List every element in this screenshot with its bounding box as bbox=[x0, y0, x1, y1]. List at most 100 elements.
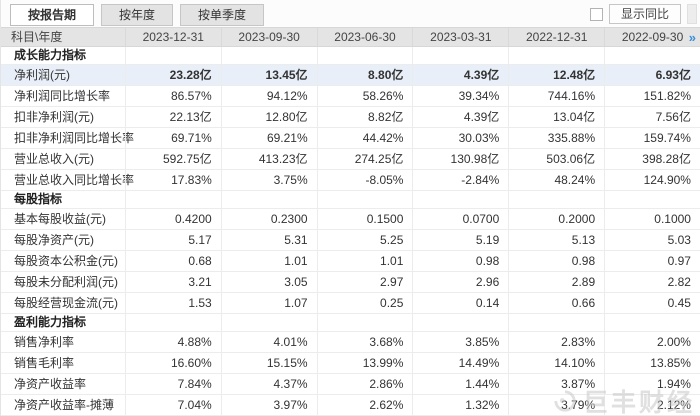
value-cell: 86.57% bbox=[124, 86, 221, 106]
chevron-down-icon[interactable] bbox=[687, 4, 697, 24]
section-empty-cell bbox=[604, 314, 700, 331]
tab-by-year[interactable]: 按年度 bbox=[101, 4, 174, 26]
table-row[interactable]: 净资产收益率 7.84% 4.37% 2.86% 1.44% 3.87% 1.94% bbox=[1, 374, 700, 395]
value-cell: 4.39亿 bbox=[412, 107, 508, 127]
value-cell: 22.13亿 bbox=[124, 107, 221, 127]
section-empty-cell bbox=[412, 47, 508, 64]
value-cell: 7.84% bbox=[124, 374, 221, 394]
section-empty-cell bbox=[220, 47, 317, 64]
row-label: 每股资本公积金(元) bbox=[14, 254, 118, 268]
table-row[interactable]: 营业总收入同比增长率 17.83% 3.75% -8.05% -2.84% 48.24% 1… bbox=[1, 170, 700, 191]
column-header-date: 2022-09-30 bbox=[604, 28, 700, 46]
value-cell: 6.93亿 bbox=[604, 65, 700, 85]
column-header-date: 2023-06-30 bbox=[316, 28, 413, 46]
table-row[interactable]: 每股资本公积金(元) 0.68 1.01 1.01 0.98 0.98 0.97 bbox=[1, 251, 700, 272]
value-cell: 0.98 bbox=[508, 251, 604, 271]
value-cell: -2.84% bbox=[412, 170, 508, 190]
value-cell: 5.31 bbox=[220, 230, 317, 250]
value-cell: 12.80亿 bbox=[220, 107, 317, 127]
value-cell: 4.01% bbox=[220, 332, 317, 352]
value-cell: 0.98 bbox=[412, 251, 508, 271]
table-row[interactable]: 每股未分配利润(元) 3.21 3.05 2.97 2.96 2.89 2.82 bbox=[1, 272, 700, 293]
value-cell: 159.74% bbox=[604, 128, 700, 148]
value-cell: 69.71% bbox=[125, 128, 221, 148]
value-cell: 14.49% bbox=[412, 353, 508, 373]
value-cell: 94.12% bbox=[220, 86, 317, 106]
value-cell: 13.04亿 bbox=[508, 107, 604, 127]
show-yoy-checkbox[interactable] bbox=[589, 7, 603, 21]
column-header-date: 2022-12-31 bbox=[508, 28, 604, 46]
section-header-row: 每股指标 bbox=[1, 191, 700, 209]
table-row[interactable]: 销售毛利率 16.60% 15.15% 13.99% 14.49% 14.10% 13.85… bbox=[1, 353, 700, 374]
value-cell: 0.2300 bbox=[220, 209, 317, 229]
table-row[interactable]: 扣非净利润(元) 22.13亿 12.80亿 8.82亿 4.39亿 13.04亿 7.56… bbox=[1, 107, 700, 128]
tab-by-single-quarter[interactable]: 按单季度 bbox=[180, 4, 265, 26]
section-empty-cell bbox=[316, 47, 413, 64]
tab-by-report-period[interactable]: 按报告期 bbox=[10, 4, 95, 26]
value-cell: 2.00% bbox=[604, 332, 700, 352]
value-cell: 3.87% bbox=[508, 374, 604, 394]
value-cell: 0.66 bbox=[508, 293, 604, 313]
corner-header-cell: 科目\年度 bbox=[11, 30, 63, 44]
section-empty-cell bbox=[412, 314, 508, 331]
table-row[interactable]: 每股净资产(元) 5.17 5.31 5.25 5.19 5.13 5.03 bbox=[1, 230, 700, 251]
table-row[interactable]: 营业总收入(元) 592.75亿 413.23亿 274.25亿 130.98亿 503.… bbox=[1, 149, 700, 170]
value-cell: 48.24% bbox=[508, 170, 604, 190]
column-header-date: 2023-12-31 bbox=[124, 28, 221, 46]
value-cell: 4.37% bbox=[220, 374, 317, 394]
more-columns-icon[interactable]: » bbox=[688, 30, 696, 45]
value-cell: 3.97% bbox=[220, 395, 317, 415]
value-cell: 13.45亿 bbox=[220, 65, 317, 85]
table-row[interactable]: 净利润(元) 23.28亿 13.45亿 8.80亿 4.39亿 12.48亿 6.93亿 bbox=[1, 65, 700, 86]
column-header-date: 2023-03-31 bbox=[412, 28, 508, 46]
row-label: 基本每股收益(元) bbox=[14, 212, 106, 226]
value-cell: 30.03% bbox=[412, 128, 508, 148]
value-cell: 3.21 bbox=[124, 272, 221, 292]
table-row[interactable]: 净利润同比增长率 86.57% 94.12% 58.26% 39.34% 744.16% 1… bbox=[1, 86, 700, 107]
section-header-row: 成长能力指标 bbox=[1, 47, 700, 65]
value-cell: 0.45 bbox=[604, 293, 700, 313]
value-cell: 1.94% bbox=[604, 374, 700, 394]
value-cell: 0.68 bbox=[124, 251, 221, 271]
row-label: 销售毛利率 bbox=[14, 356, 75, 370]
value-cell: 0.25 bbox=[316, 293, 413, 313]
table-row[interactable]: 净资产收益率-摊薄 7.04% 3.97% 2.62% 1.32% 3.79% 2.12% bbox=[1, 395, 700, 416]
value-cell: 592.75亿 bbox=[124, 149, 221, 169]
value-cell: 4.39亿 bbox=[412, 65, 508, 85]
section-empty-cell bbox=[316, 314, 413, 331]
value-cell: 130.98亿 bbox=[412, 149, 508, 169]
value-cell: 151.82% bbox=[604, 86, 700, 106]
section-title: 盈利能力指标 bbox=[14, 315, 87, 329]
row-label: 每股经营现金流(元) bbox=[14, 296, 118, 310]
table-row[interactable]: 扣非净利润同比增长率 69.71% 69.21% 44.42% 30.03% 335.88… bbox=[1, 128, 700, 149]
row-label: 净利润(元) bbox=[14, 68, 70, 82]
section-empty-cell bbox=[508, 314, 604, 331]
table-row[interactable]: 基本每股收益(元) 0.4200 0.2300 0.1500 0.0700 0.2000 0… bbox=[1, 209, 700, 230]
value-cell: 1.53 bbox=[124, 293, 221, 313]
value-cell: 3.68% bbox=[316, 332, 413, 352]
value-cell: 5.17 bbox=[124, 230, 221, 250]
value-cell: 7.56亿 bbox=[604, 107, 700, 127]
section-empty-cell bbox=[124, 47, 221, 64]
row-label: 销售净利率 bbox=[14, 335, 75, 349]
period-tabs: 按报告期 按年度 按单季度 bbox=[1, 0, 700, 26]
value-cell: 3.75% bbox=[220, 170, 317, 190]
value-cell: 8.80亿 bbox=[316, 65, 413, 85]
value-cell: 2.82 bbox=[604, 272, 700, 292]
table-header-row: 科目\年度 2023-12-31 2023-09-30 2023-06-30 2023… bbox=[1, 27, 700, 47]
section-empty-cell bbox=[412, 191, 508, 208]
value-cell: 3.85% bbox=[412, 332, 508, 352]
value-cell: 0.0700 bbox=[412, 209, 508, 229]
period-tab-bar: 按报告期 按年度 按单季度 显示同比 bbox=[1, 0, 700, 27]
value-cell: 744.16% bbox=[508, 86, 604, 106]
section-empty-cell bbox=[220, 191, 317, 208]
show-yoy-label[interactable]: 显示同比 bbox=[608, 4, 681, 24]
value-cell: 2.86% bbox=[316, 374, 413, 394]
row-label: 每股未分配利润(元) bbox=[14, 275, 118, 289]
value-cell: 4.88% bbox=[124, 332, 221, 352]
table-row[interactable]: 销售净利率 4.88% 4.01% 3.68% 3.85% 2.83% 2.00% bbox=[1, 332, 700, 353]
value-cell: 15.15% bbox=[220, 353, 317, 373]
value-cell: 44.42% bbox=[316, 128, 413, 148]
table-row[interactable]: 每股经营现金流(元) 1.53 1.07 0.25 0.14 0.66 0.45 bbox=[1, 293, 700, 314]
